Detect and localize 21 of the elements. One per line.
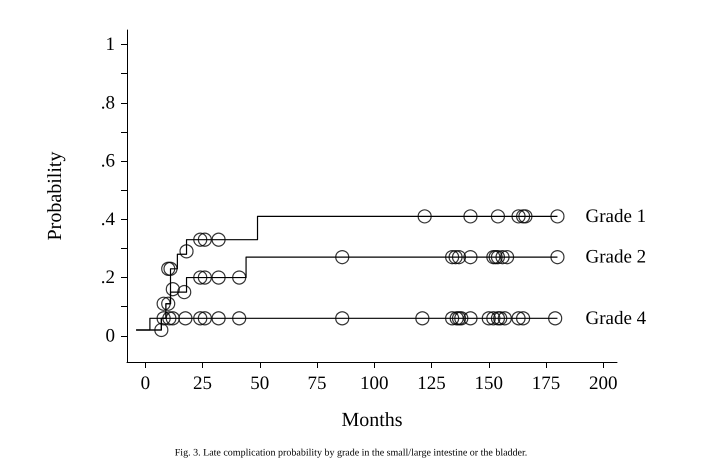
y-tick-label: 0 [106, 325, 115, 346]
x-tick-label: 125 [417, 373, 446, 394]
series-label: Grade 2 [585, 246, 646, 268]
x-tick-label: 150 [474, 373, 504, 394]
x-axis-title: Months [341, 409, 403, 431]
y-tick-label: .6 [100, 150, 115, 172]
y-tick-label: .8 [100, 92, 115, 114]
x-tick-label: 50 [250, 373, 270, 394]
x-tick-label: 175 [532, 373, 560, 394]
y-axis-title: Probability [44, 152, 66, 240]
x-tick-label: 25 [193, 373, 212, 394]
caption: Fig. 3. Late complication probability by grade in the small/large intestine or the bladder. [174, 448, 528, 458]
y-tick-label: 1 [106, 34, 115, 56]
series-label: Grade 1 [585, 206, 646, 227]
series-label: Grade 4 [585, 308, 647, 329]
x-tick-label: 75 [308, 373, 327, 394]
y-tick-label: .2 [100, 267, 115, 288]
x-tick-label: 200 [589, 373, 618, 394]
y-tick-label: .4 [100, 208, 116, 230]
x-tick-label: 100 [360, 373, 389, 394]
x-tick-label: 0 [140, 373, 150, 394]
